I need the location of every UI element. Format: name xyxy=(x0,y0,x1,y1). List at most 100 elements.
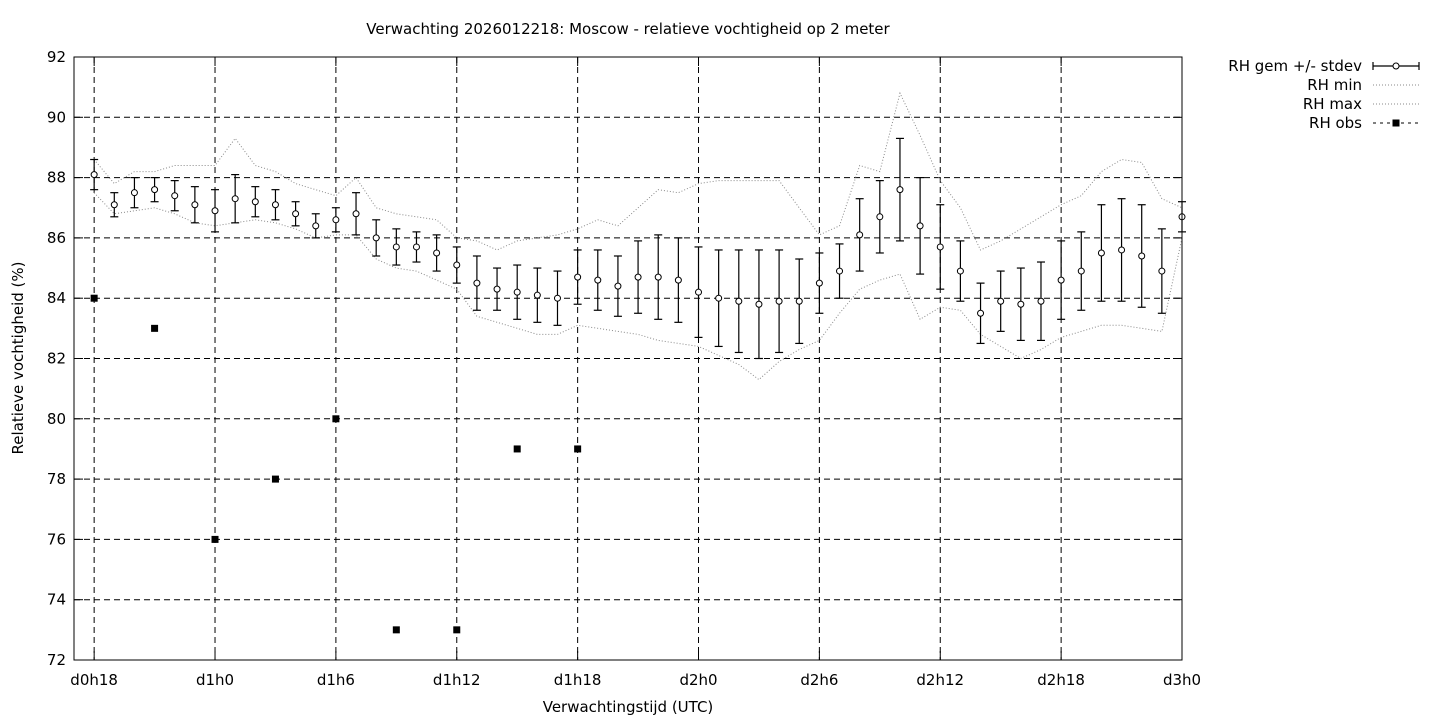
data-point-rh-mean xyxy=(191,201,199,209)
data-point-rh-obs xyxy=(211,535,219,543)
data-point-rh-mean xyxy=(1077,267,1085,275)
series-line-rh-min xyxy=(93,192,1183,381)
y-tick-label: 84 xyxy=(47,289,66,307)
data-point-rh-mean xyxy=(735,297,743,305)
x-tick-label: d1h18 xyxy=(554,671,602,689)
legend-swatch-marker xyxy=(1392,119,1400,127)
data-point-rh-obs xyxy=(453,626,461,634)
data-point-rh-mean xyxy=(916,222,924,230)
data-point-rh-mean xyxy=(1118,246,1126,254)
data-point-rh-mean xyxy=(392,243,400,251)
data-point-rh-mean xyxy=(90,171,98,179)
data-point-rh-obs xyxy=(513,445,521,453)
x-tick-label: d3h0 xyxy=(1163,671,1201,689)
y-tick-label: 76 xyxy=(47,530,66,548)
data-point-rh-mean xyxy=(271,201,279,209)
data-point-rh-mean xyxy=(412,243,420,251)
data-point-rh-mean xyxy=(352,210,360,218)
data-point-rh-mean xyxy=(594,276,602,284)
y-tick-label: 92 xyxy=(47,48,66,66)
x-tick-label: d1h6 xyxy=(317,671,355,689)
data-point-rh-mean xyxy=(110,201,118,209)
legend-swatch-marker xyxy=(1392,62,1400,70)
tick-layer: 72 74 76 78 80 82 84 86 88 90 92 d0h18 d1h0 d1h6 d1h12… xyxy=(47,48,1201,689)
legend-label: RH min xyxy=(1307,76,1362,94)
data-point-rh-mean xyxy=(513,288,521,296)
data-point-rh-mean xyxy=(836,267,844,275)
data-point-rh-mean xyxy=(433,249,441,257)
data-point-rh-obs xyxy=(151,324,159,332)
data-point-rh-mean xyxy=(251,198,259,206)
data-point-rh-mean xyxy=(211,207,219,215)
data-point-rh-mean xyxy=(654,273,662,281)
data-point-rh-mean xyxy=(312,222,320,230)
data-point-rh-obs xyxy=(332,415,340,423)
data-point-rh-mean xyxy=(473,279,481,287)
y-axis-label: Relatieve vochtigheid (%) xyxy=(9,261,27,454)
data-point-rh-mean xyxy=(493,285,501,293)
data-point-rh-mean xyxy=(997,297,1005,305)
x-tick-label: d2h6 xyxy=(800,671,838,689)
x-tick-label: d2h18 xyxy=(1037,671,1085,689)
x-tick-label: d1h12 xyxy=(433,671,481,689)
legend-label: RH gem +/- stdev xyxy=(1228,57,1362,75)
data-point-rh-mean xyxy=(755,300,763,308)
y-tick-label: 78 xyxy=(47,470,66,488)
data-point-rh-mean xyxy=(956,267,964,275)
legend-label: RH max xyxy=(1303,95,1362,113)
data-point-rh-mean xyxy=(977,309,985,317)
data-point-rh-mean xyxy=(231,195,239,203)
grid xyxy=(74,57,1183,660)
data-point-rh-mean xyxy=(1097,249,1105,257)
x-tick-label: d0h18 xyxy=(70,671,118,689)
data-point-rh-mean xyxy=(856,231,864,239)
data-point-rh-mean xyxy=(151,186,159,194)
x-tick-label: d2h12 xyxy=(916,671,964,689)
x-tick-label: d1h0 xyxy=(196,671,234,689)
series-line-rh-max xyxy=(93,91,1183,251)
data-point-rh-mean xyxy=(372,234,380,242)
data-point-rh-obs xyxy=(392,626,400,634)
data-point-rh-mean xyxy=(292,210,300,218)
y-tick-label: 74 xyxy=(47,591,66,609)
data-point-rh-mean xyxy=(715,294,723,302)
data-point-rh-mean xyxy=(634,273,642,281)
data-point-rh-mean xyxy=(775,297,783,305)
data-point-rh-mean xyxy=(1057,276,1065,284)
y-tick-label: 90 xyxy=(47,108,66,126)
data-point-rh-mean xyxy=(795,297,803,305)
data-point-rh-mean xyxy=(695,288,703,296)
data-point-rh-mean xyxy=(815,279,823,287)
y-tick-label: 80 xyxy=(47,410,66,428)
y-tick-label: 82 xyxy=(47,350,66,368)
data-point-rh-mean xyxy=(130,189,138,197)
data-point-rh-obs xyxy=(90,294,98,302)
data-point-rh-mean xyxy=(1037,297,1045,305)
data-point-rh-obs xyxy=(574,445,582,453)
data-point-rh-mean xyxy=(1138,252,1146,260)
y-tick-label: 88 xyxy=(47,169,66,187)
x-axis-label: Verwachtingstijd (UTC) xyxy=(543,698,714,716)
legend-label: RH obs xyxy=(1309,114,1362,132)
data-point-rh-mean xyxy=(1017,300,1025,308)
data-point-rh-mean xyxy=(936,243,944,251)
data-point-rh-mean xyxy=(171,192,179,200)
data-point-rh-mean xyxy=(896,186,904,194)
data-point-rh-mean xyxy=(674,276,682,284)
y-tick-label: 86 xyxy=(47,229,66,247)
data-point-rh-mean xyxy=(876,213,884,221)
data-point-rh-mean xyxy=(553,294,561,302)
chart-title: Verwachting 2026012218: Moscow - relatie… xyxy=(366,20,890,38)
data-point-rh-mean xyxy=(574,273,582,281)
data-point-rh-mean xyxy=(332,216,340,224)
data-point-rh-mean xyxy=(533,291,541,299)
series-layer xyxy=(90,91,1186,634)
x-tick-label: d2h0 xyxy=(679,671,717,689)
data-point-rh-mean xyxy=(453,261,461,269)
data-point-rh-mean xyxy=(1158,267,1166,275)
y-tick-label: 72 xyxy=(47,651,66,669)
data-point-rh-mean xyxy=(614,282,622,290)
